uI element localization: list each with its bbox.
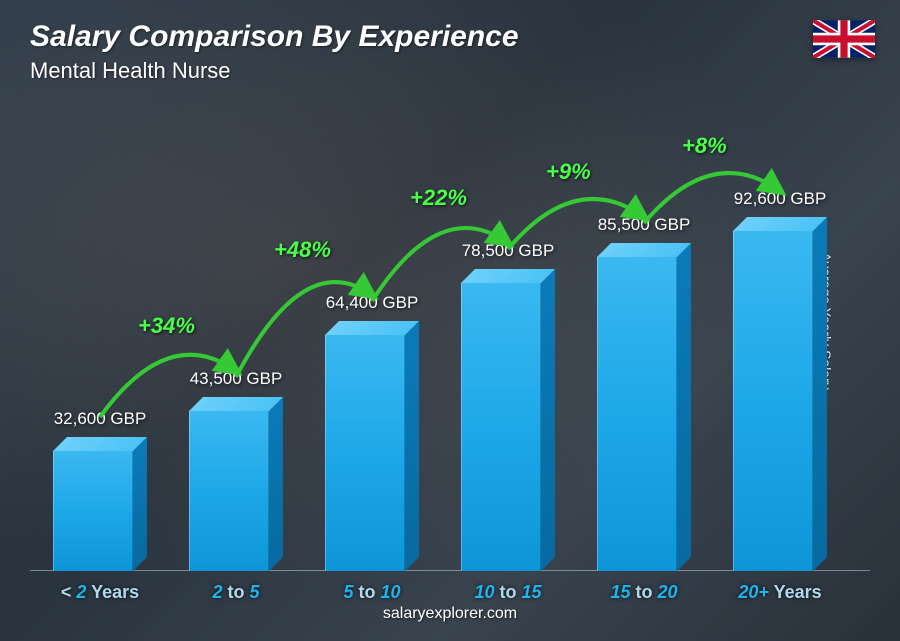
x-axis-label: 10 to 15 <box>474 582 541 603</box>
x-axis-label: < 2 Years <box>61 582 139 603</box>
page-title: Salary Comparison By Experience <box>30 20 519 54</box>
title-block: Salary Comparison By Experience Mental H… <box>30 20 519 84</box>
bar-chart: 32,600 GBP< 2 Years43,500 GBP2 to 5+34%6… <box>40 101 860 571</box>
x-axis-label: 20+ Years <box>738 582 821 603</box>
page-subtitle: Mental Health Nurse <box>30 58 519 84</box>
footer-attribution: salaryexplorer.com <box>383 605 517 623</box>
increase-arrow-icon <box>40 101 860 571</box>
percent-increase-label: +8% <box>682 133 727 159</box>
x-axis-label: 5 to 10 <box>343 582 400 603</box>
x-axis-label: 2 to 5 <box>212 582 259 603</box>
x-axis-label: 15 to 20 <box>610 582 677 603</box>
uk-flag-icon <box>813 20 875 58</box>
